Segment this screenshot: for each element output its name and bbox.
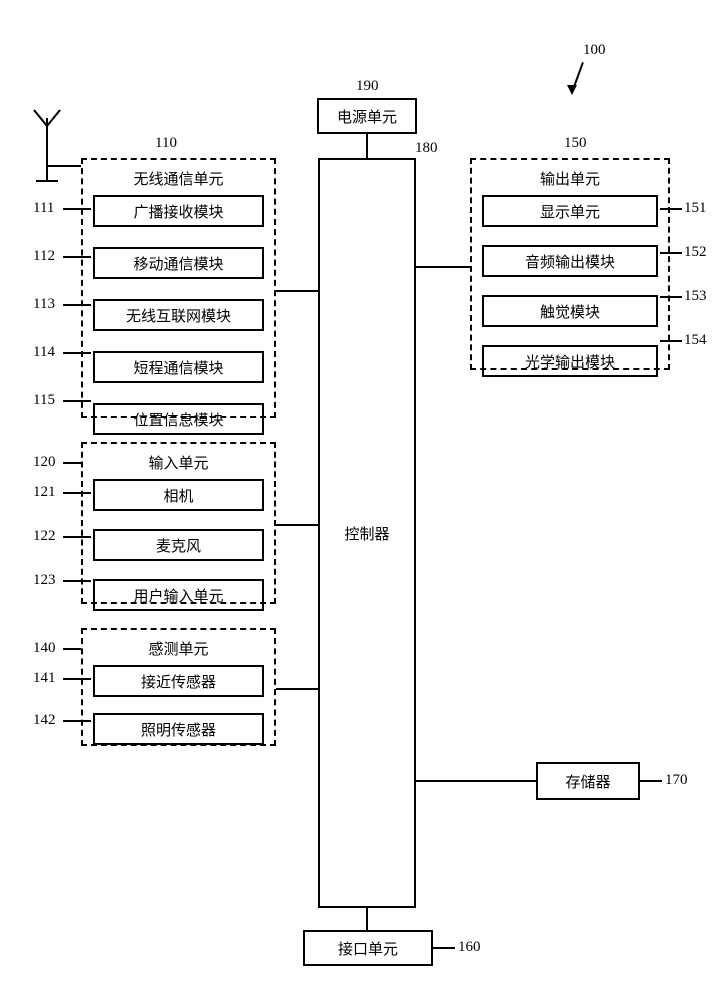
arrow-100-head — [567, 85, 577, 95]
output-unit-title: 输出单元 — [472, 168, 668, 189]
leader-113 — [63, 304, 91, 306]
haptic-module-box: 触觉模块 — [482, 295, 658, 327]
display-unit-box: 显示单元 — [482, 195, 658, 227]
label-110: 110 — [155, 135, 177, 152]
label-190: 190 — [356, 78, 379, 95]
label-152: 152 — [684, 244, 707, 261]
connector-input-controller — [276, 524, 318, 526]
camera-text: 相机 — [163, 485, 193, 506]
display-unit-text: 显示单元 — [540, 201, 600, 222]
label-142: 142 — [33, 712, 56, 729]
output-unit-box: 输出单元 显示单元 音频输出模块 触觉模块 光学输出模块 — [470, 158, 670, 370]
label-180: 180 — [415, 140, 438, 157]
leader-111 — [63, 208, 91, 210]
connector-wireless-controller — [276, 290, 318, 292]
power-unit-box: 电源单元 — [317, 98, 417, 134]
camera-box: 相机 — [93, 479, 264, 511]
controller-text: 控制器 — [344, 523, 389, 544]
label-122: 122 — [33, 528, 56, 545]
label-150: 150 — [564, 135, 587, 152]
label-123: 123 — [33, 572, 56, 589]
microphone-box: 麦克风 — [93, 529, 264, 561]
leader-151 — [660, 208, 682, 210]
leader-142 — [63, 720, 91, 722]
wireless-unit-title: 无线通信单元 — [83, 168, 274, 189]
label-153: 153 — [684, 288, 707, 305]
illumination-sensor-box: 照明传感器 — [93, 713, 264, 745]
label-151: 151 — [684, 200, 707, 217]
antenna-top — [32, 108, 62, 128]
leader-115 — [63, 400, 91, 402]
leader-152 — [660, 252, 682, 254]
microphone-text: 麦克风 — [156, 535, 201, 556]
broadcast-module-text: 广播接收模块 — [133, 201, 223, 222]
haptic-module-text: 触觉模块 — [540, 301, 600, 322]
label-120: 120 — [33, 454, 56, 471]
broadcast-module-box: 广播接收模块 — [93, 195, 264, 227]
controller-box: 控制器 — [318, 158, 416, 908]
mobile-comm-module-box: 移动通信模块 — [93, 247, 264, 279]
leader-112 — [63, 256, 91, 258]
antenna-to-wireless — [48, 165, 81, 167]
optical-output-text: 光学输出模块 — [525, 351, 615, 372]
wireless-internet-module-text: 无线互联网模块 — [126, 305, 231, 326]
input-unit-title: 输入单元 — [83, 452, 274, 473]
label-170: 170 — [665, 772, 688, 789]
memory-box: 存储器 — [536, 762, 640, 800]
short-range-module-text: 短程通信模块 — [133, 357, 223, 378]
connector-output-controller — [416, 266, 470, 268]
label-140: 140 — [33, 640, 56, 657]
interface-text: 接口单元 — [338, 938, 398, 959]
connector-controller-interface — [366, 908, 368, 930]
wireless-unit-box: 无线通信单元 广播接收模块 移动通信模块 无线互联网模块 短程通信模块 位置信息… — [81, 158, 276, 418]
interface-box: 接口单元 — [303, 930, 433, 966]
input-unit-box: 输入单元 相机 麦克风 用户输入单元 — [81, 442, 276, 604]
leader-122 — [63, 536, 91, 538]
leader-170 — [640, 780, 662, 782]
leader-120 — [63, 462, 81, 464]
leader-140 — [63, 648, 81, 650]
user-input-text: 用户输入单元 — [133, 585, 223, 606]
short-range-module-box: 短程通信模块 — [93, 351, 264, 383]
audio-output-box: 音频输出模块 — [482, 245, 658, 277]
memory-text: 存储器 — [565, 771, 610, 792]
leader-160 — [433, 947, 455, 949]
label-160: 160 — [458, 939, 481, 956]
leader-123 — [63, 580, 91, 582]
proximity-sensor-box: 接近传感器 — [93, 665, 264, 697]
user-input-box: 用户输入单元 — [93, 579, 264, 611]
label-114: 114 — [33, 344, 55, 361]
leader-141 — [63, 678, 91, 680]
optical-output-box: 光学输出模块 — [482, 345, 658, 377]
antenna-base — [36, 180, 58, 182]
power-unit-text: 电源单元 — [337, 106, 397, 127]
label-121: 121 — [33, 484, 56, 501]
label-100: 100 — [583, 42, 606, 59]
wireless-internet-module-box: 无线互联网模块 — [93, 299, 264, 331]
leader-121 — [63, 492, 91, 494]
label-115: 115 — [33, 392, 55, 409]
proximity-sensor-text: 接近传感器 — [141, 671, 216, 692]
sensing-unit-title: 感测单元 — [83, 638, 274, 659]
audio-output-text: 音频输出模块 — [525, 251, 615, 272]
connector-sensing-controller — [276, 688, 318, 690]
label-113: 113 — [33, 296, 55, 313]
label-154: 154 — [684, 332, 707, 349]
label-112: 112 — [33, 248, 55, 265]
label-111: 111 — [33, 200, 54, 217]
connector-controller-memory — [416, 780, 536, 782]
label-141: 141 — [33, 670, 56, 687]
sensing-unit-box: 感测单元 接近传感器 照明传感器 — [81, 628, 276, 746]
mobile-comm-module-text: 移动通信模块 — [133, 253, 223, 274]
location-module-box: 位置信息模块 — [93, 403, 264, 435]
connector-power-controller — [366, 134, 368, 158]
illumination-sensor-text: 照明传感器 — [141, 719, 216, 740]
leader-114 — [63, 352, 91, 354]
leader-154 — [660, 340, 682, 342]
location-module-text: 位置信息模块 — [133, 409, 223, 430]
leader-153 — [660, 296, 682, 298]
